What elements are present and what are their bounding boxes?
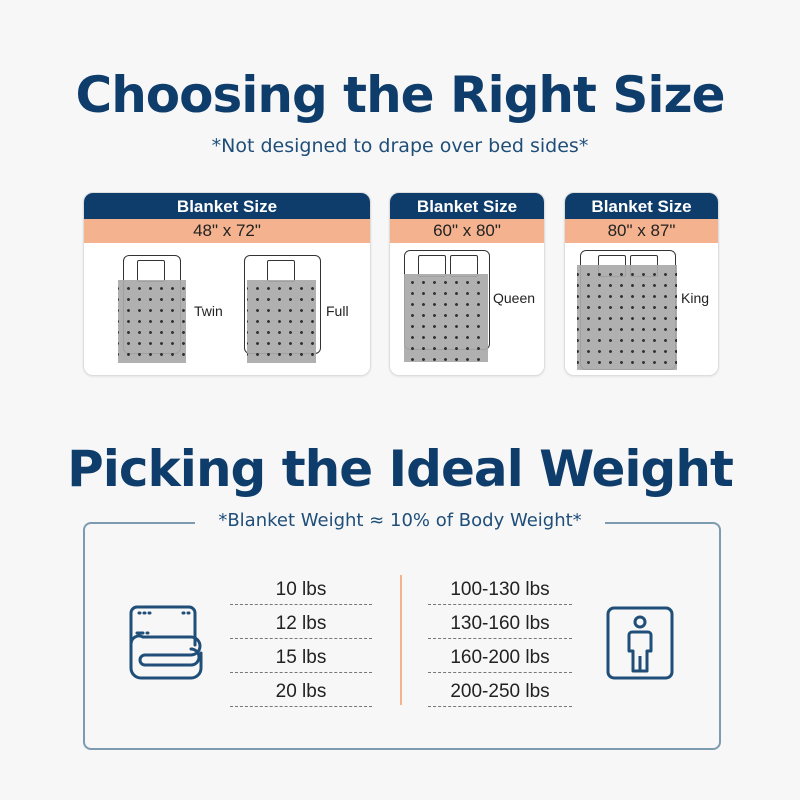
body-weight-item: 100-130 lbs: [428, 577, 572, 605]
pillow-icon: [267, 260, 295, 282]
blanket-icon: [247, 280, 316, 363]
size-subtitle: *Not designed to drape over bed sides*: [211, 135, 589, 157]
card-size: 48" x 72": [84, 219, 370, 243]
size-title: Choosing the Right Size: [75, 66, 726, 124]
card-size: 80" x 87": [565, 219, 718, 243]
bed-label-full: Full: [326, 303, 349, 319]
body-weight-item: 160-200 lbs: [428, 645, 572, 673]
pillow-icon: [137, 260, 165, 282]
bed-label-queen: Queen: [493, 290, 536, 306]
blanket-icon: [577, 265, 677, 370]
card-header: Blanket Size: [390, 193, 544, 219]
blanket-weight-item: 12 lbs: [230, 611, 372, 639]
card-header: Blanket Size: [84, 193, 370, 219]
blanket-weight-item: 20 lbs: [230, 679, 372, 707]
blanket-weight-item: 10 lbs: [230, 577, 372, 605]
bed-label-king: King: [681, 290, 710, 306]
body-weight-item: 200-250 lbs: [428, 679, 572, 707]
body-weight-list: 100-130 lbs 130-160 lbs 160-200 lbs 200-…: [428, 577, 572, 707]
person-icon: [606, 606, 674, 680]
column-divider: [400, 575, 402, 705]
folded-blanket-icon: [129, 605, 203, 680]
blanket-icon: [404, 274, 488, 362]
weight-note: *Blanket Weight ≈ 10% of Body Weight*: [195, 510, 605, 531]
body-weight-item: 130-160 lbs: [428, 611, 572, 639]
blanket-weight-list: 10 lbs 12 lbs 15 lbs 20 lbs: [230, 577, 372, 707]
bed-label-twin: Twin: [194, 303, 223, 319]
card-header: Blanket Size: [565, 193, 718, 219]
card-size: 60" x 80": [390, 219, 544, 243]
blanket-weight-item: 15 lbs: [230, 645, 372, 673]
weight-title: Picking the Ideal Weight: [67, 440, 734, 498]
blanket-icon: [118, 280, 186, 363]
